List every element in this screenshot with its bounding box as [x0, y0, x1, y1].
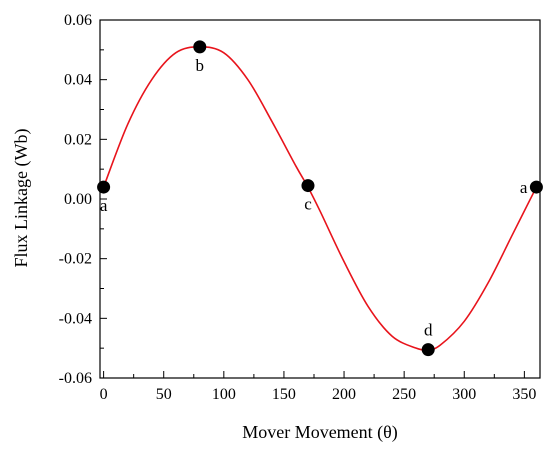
data-point-a [97, 180, 111, 194]
x-ticks: 0 50 100 150 200 250 300 350 [100, 371, 536, 403]
y-tick-label: 0.04 [64, 72, 92, 89]
plot-frame [99, 19, 541, 379]
x-tick-label: 0 [100, 386, 108, 403]
point-label-c: c [304, 195, 312, 214]
y-axis-label: Flux Linkage (Wb) [11, 129, 32, 268]
x-tick-label: 300 [452, 386, 476, 403]
point-label-d: d [424, 321, 433, 340]
points: a b c d a [97, 40, 543, 357]
x-tick-label: 250 [392, 386, 416, 403]
x-tick-label: 200 [332, 386, 356, 403]
point-label-a: a [520, 178, 528, 197]
data-point-d [421, 343, 435, 357]
point-label-b: b [196, 56, 205, 75]
y-tick-label: -0.06 [59, 370, 92, 387]
x-axis-label: Mover Movement (θ) [242, 422, 398, 443]
x-tick-label: 350 [512, 386, 536, 403]
y-ticks: -0.06 -0.04 -0.02 0.00 0.02 0.04 0.06 [59, 12, 107, 387]
data-point-c [301, 179, 315, 193]
x-tick-label: 50 [156, 386, 172, 403]
flux-linkage-line [102, 46, 538, 351]
axes [99, 19, 541, 379]
y-tick-label: 0.06 [64, 12, 92, 29]
x-tick-label: 100 [212, 386, 236, 403]
y-tick-label: 0.00 [64, 191, 92, 208]
y-tick-label: 0.02 [64, 131, 92, 148]
y-tick-label: -0.02 [59, 251, 92, 268]
x-tick-label: 150 [272, 386, 296, 403]
series [102, 46, 538, 351]
data-point-b [193, 40, 207, 54]
data-point-a [529, 180, 543, 194]
point-label-a: a [100, 196, 108, 215]
y-tick-label: -0.04 [59, 310, 92, 327]
